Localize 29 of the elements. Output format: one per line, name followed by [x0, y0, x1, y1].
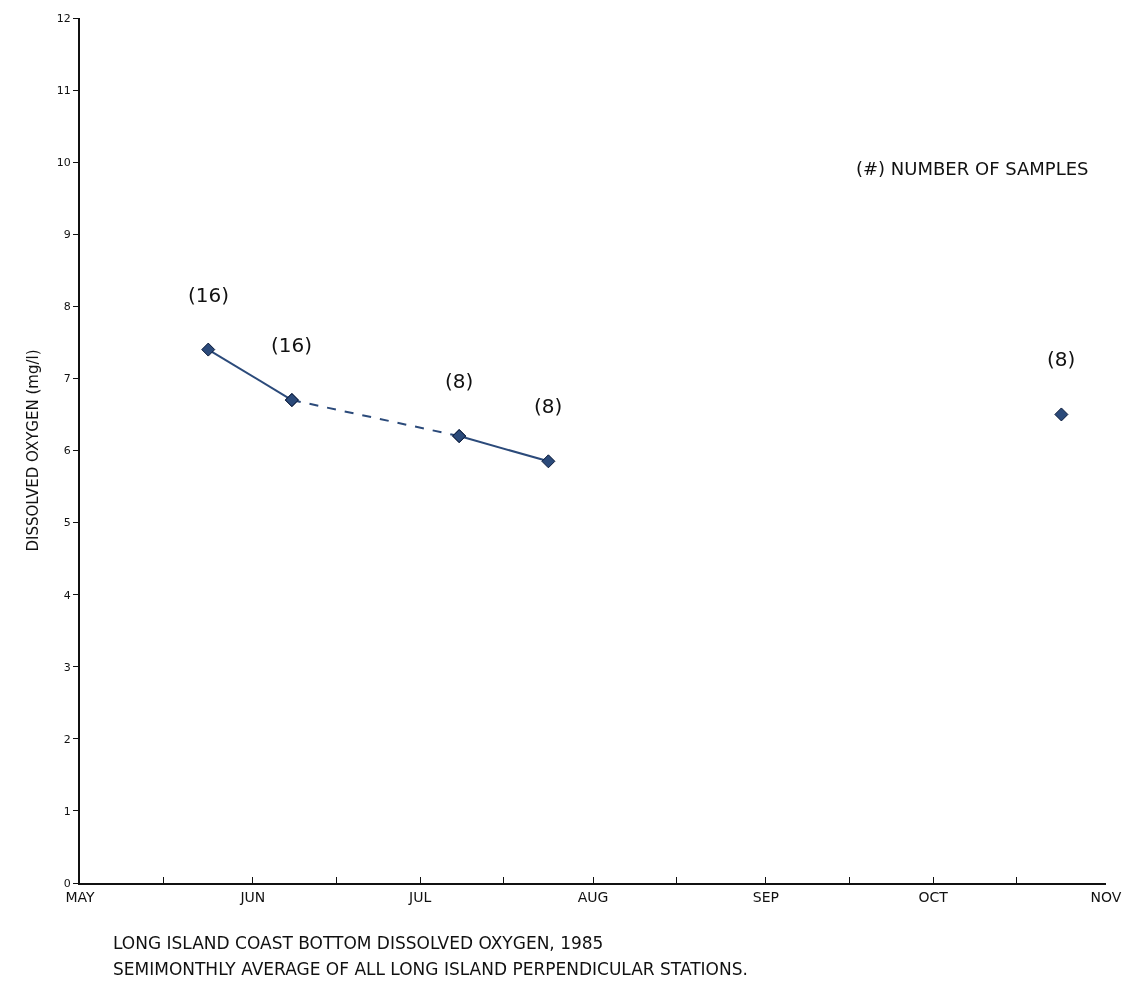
x-tick-label: NOV	[1090, 888, 1122, 905]
annotation: (16)	[188, 283, 230, 307]
y-tick-label: 3	[63, 660, 71, 674]
x-tick-label: JUL	[408, 888, 432, 905]
x-tick-label: MAY	[65, 888, 96, 905]
y-tick-label: 6	[63, 444, 71, 458]
y-tick-label: 1	[63, 804, 71, 818]
y-tick-label: 7	[63, 372, 71, 386]
y-tick-label: 2	[63, 732, 71, 746]
annotation: (8)	[534, 394, 563, 418]
y-tick-label: 12	[56, 11, 71, 25]
y-tick-label: 4	[63, 588, 71, 602]
x-tick-label: OCT	[918, 888, 949, 905]
x-tick-label: SEP	[752, 888, 779, 905]
y-tick-label: 5	[63, 516, 71, 530]
text: SEMIMONTHLY AVERAGE OF ALL LONG ISLAND PERPENDICULAR STATIONS.	[113, 959, 748, 979]
x-tick-label: JUN	[239, 888, 266, 905]
y-tick-label: 10	[56, 156, 71, 170]
annotation: (8)	[1047, 347, 1076, 371]
annotation: (#) NUMBER OF SAMPLES	[856, 158, 1089, 179]
annotation: (16)	[271, 333, 313, 357]
y-tick-label: 0	[63, 876, 71, 890]
annotation: (8)	[445, 369, 474, 393]
y-axis-title: DISSOLVED OXYGEN (mg/l)	[23, 349, 42, 552]
y-tick-label: 8	[63, 300, 71, 314]
text: LONG ISLAND COAST BOTTOM DISSOLVED OXYGEN, 1985	[113, 933, 604, 953]
y-tick-label: 11	[56, 83, 71, 97]
y-tick-label: 9	[63, 228, 71, 242]
x-tick-label: AUG	[577, 888, 609, 905]
